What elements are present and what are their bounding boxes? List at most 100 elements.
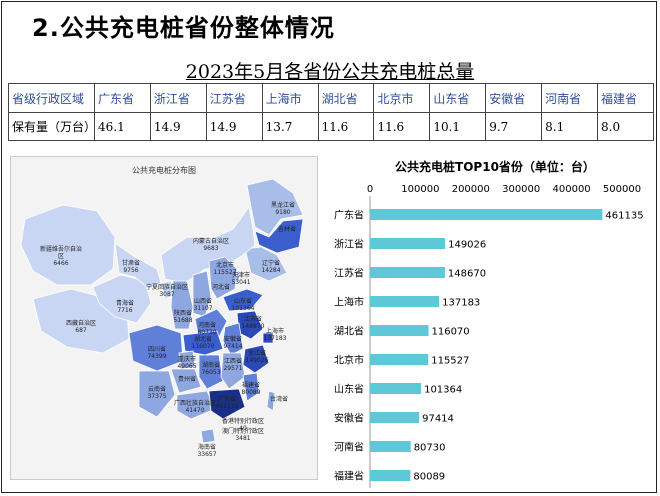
map-region-18 — [262, 332, 274, 344]
category-label: 上海市 — [334, 296, 364, 309]
table-title: 2023年5月各省份公共充电桩总量 — [185, 61, 475, 83]
table-value-cell: 11.6 — [373, 112, 431, 141]
table-value-row: 保有量（万台） 46.1 14.9 14.9 13.7 11.6 11.6 10.1 9.7 8… — [8, 112, 654, 141]
map-region-value: 6466 — [53, 260, 69, 267]
charging-pile-distribution-map: 公共充电桩分布图 黑龙江省 9180 吉林省 辽宁省 14284 内蒙古自治区 9683 新疆… — [10, 156, 318, 480]
map-region-label: 香港特别行政区 40 — [221, 418, 265, 432]
map-region-22 — [178, 350, 196, 370]
map-region-name: 甘肃省 — [121, 260, 140, 267]
chart-title: 公共充电桩TOP10省份（单位：台） — [395, 160, 595, 174]
bar — [370, 470, 411, 481]
map-region-label: 安徽省 97414 — [211, 336, 255, 350]
map-region-label: 西藏自治区 687 — [59, 320, 103, 334]
map-region-10 — [192, 270, 212, 318]
map-region-1 — [254, 218, 304, 254]
table-value-cell: 13.7 — [261, 112, 319, 141]
map-region-value: 51688 — [173, 317, 193, 324]
map-region-32 — [224, 420, 230, 426]
x-tick-label: 0 — [367, 184, 373, 195]
map-region-name: 湖南省 — [201, 362, 220, 369]
map-region-value: 76053 — [201, 369, 221, 376]
map-region-label: 云南省 37375 — [135, 386, 179, 400]
map-region-name: 吉林省 — [277, 226, 296, 233]
map-region-name: 贵州省 — [177, 376, 196, 383]
table-header-cell: 上海市 — [261, 83, 319, 113]
x-tick-label: 100000 — [401, 184, 439, 195]
map-region-value: 3481 — [235, 435, 251, 442]
map-region-6 — [92, 274, 152, 324]
category-label: 福建省 — [334, 470, 364, 483]
map-region-value: 37375 — [147, 393, 167, 400]
map-region-7 — [114, 242, 162, 290]
map-region-label: 山西省 31107 — [181, 298, 225, 312]
province-summary-table: 省级行政区域 广东省 浙江省 江苏省 上海市 湖北省 北京市 山东省 安徽省 河南省 福建省 保有… — [8, 83, 654, 141]
category-label: 湖北省 — [334, 325, 364, 338]
map-region-name: 上海市 — [265, 328, 284, 335]
map-region-label: 海南省 33657 — [185, 444, 229, 458]
bar — [370, 412, 420, 423]
map-region-19 — [242, 344, 270, 374]
map-region-value: 53041 — [231, 279, 251, 286]
x-tick-label: 300000 — [502, 184, 540, 195]
table-value-cell: 11.6 — [317, 112, 375, 141]
map-region-name: 黑龙江省 — [270, 202, 295, 209]
map-title: 公共充电桩分布图 — [132, 166, 196, 175]
map-region-value: 115527 — [213, 269, 237, 276]
map-region-14 — [222, 288, 264, 312]
map-region-name: 江苏省 — [243, 316, 262, 323]
map-region-value: 9756 — [123, 267, 139, 274]
map-region-30 — [208, 388, 246, 420]
map-region-value: 97414 — [223, 343, 243, 350]
map-region-label: 内蒙古自治区 9683 — [189, 238, 233, 252]
map-region-label: 北京市 115527 — [203, 262, 247, 276]
map-region-label: 湖北省 116070 — [181, 336, 225, 350]
map-region-label: 上海市 137183 — [253, 328, 297, 342]
bar — [370, 383, 422, 394]
map-region-value: 3087 — [159, 291, 175, 298]
table-header-cell: 江苏省 — [205, 83, 263, 113]
bar-value-label: 137183 — [442, 298, 480, 309]
map-region-label: 福建省 80089 — [229, 382, 273, 396]
map-region-value: 461135 — [215, 403, 239, 410]
map-region-label: 四川省 74399 — [135, 346, 179, 360]
bar-value-label: 97414 — [422, 414, 454, 425]
map-region-label: 澳门特别行政区 3481 — [221, 428, 265, 442]
table-value-cell: 9.7 — [485, 112, 543, 141]
table-header-cell: 河南省 — [541, 83, 599, 113]
map-region-name: 浙江省 — [247, 350, 266, 357]
map-region-name: 河南省 — [197, 322, 216, 329]
map-region-label: 河北省 — [199, 284, 243, 291]
table-header-row: 省级行政区域 广东省 浙江省 江苏省 上海市 湖北省 北京市 山东省 安徽省 河南省 福建省 — [8, 83, 654, 113]
top10-bar-chart: 0 100000 200000 300000 400000 500000 广东省 461135… — [334, 184, 644, 488]
bar-value-label: 149026 — [448, 240, 486, 251]
bar-value-label: 148670 — [448, 269, 486, 280]
bar-value-label: 80730 — [414, 443, 446, 454]
table-header-cell: 山东省 — [429, 83, 487, 113]
table-header-cell: 湖北省 — [317, 83, 375, 113]
map-region-label: 江苏省 148670 — [231, 316, 275, 330]
map-region-label: 广西壮族自治区 41470 — [173, 400, 217, 414]
map-region-label: 宁夏回族自治区 3087 — [145, 284, 189, 298]
map-region-23 — [170, 368, 202, 394]
map-region-value: 29571 — [223, 365, 243, 372]
map-region-name: 海南省 — [197, 444, 216, 451]
table-value-cell: 14.9 — [149, 112, 207, 141]
map-region-name: 青海省 — [115, 300, 134, 307]
category-label: 山东省 — [334, 383, 364, 396]
category-label: 江苏省 — [334, 267, 364, 280]
map-region-name: 山西省 — [193, 298, 212, 305]
map-region-value: 74399 — [147, 353, 167, 360]
map-region-label: 青海省 7716 — [103, 300, 147, 314]
map-region-label: 新疆维吾尔自治区 6466 — [39, 246, 83, 267]
table-value-label: 保有量（万台） — [8, 112, 95, 141]
bar-value-label: 461135 — [605, 211, 643, 222]
table-value-cell: 14.9 — [205, 112, 263, 141]
map-region-name: 台湾省 — [269, 396, 288, 403]
map-region-value: 14284 — [261, 267, 281, 274]
map-region-name: 安徽省 — [223, 336, 242, 343]
map-region-value: 49065 — [177, 363, 197, 370]
table-value-cell: 46.1 — [94, 112, 151, 141]
bar — [370, 209, 603, 220]
map-region-label: 贵州省 — [165, 376, 209, 383]
